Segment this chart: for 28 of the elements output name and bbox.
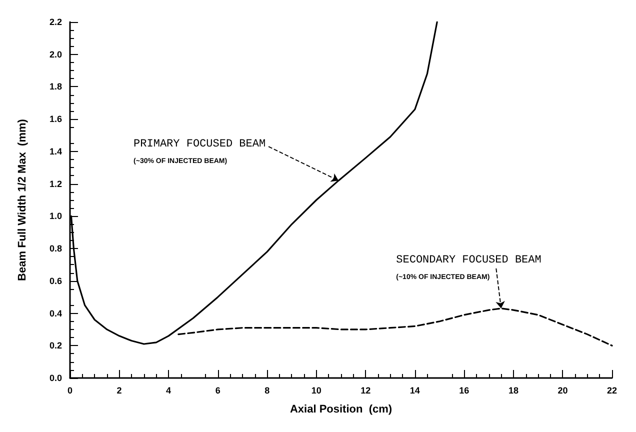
y-tick-label: 1.0	[49, 211, 62, 222]
x-tick-label: 10	[311, 386, 322, 396]
y-tick-label: 0.6	[49, 276, 62, 286]
x-tick-label: 22	[606, 386, 618, 396]
x-tick-label: 0	[67, 386, 73, 396]
x-tick-label: 6	[215, 386, 220, 396]
x-tick-label: 14	[410, 386, 420, 396]
y-tick-label: 1.2	[49, 178, 62, 189]
y-tick-label: 1.8	[49, 82, 62, 92]
y-tick-label: 1.6	[49, 114, 62, 124]
y-axis-title: Beam Full Width 1/2 Max (mm)	[16, 118, 28, 281]
x-tick-label: 20	[558, 386, 568, 396]
y-tick-label: 0.4	[49, 308, 62, 318]
y-tick-label: 2.2	[49, 17, 62, 27]
x-tick-label: 16	[459, 386, 470, 396]
y-tick-label: 0.8	[49, 244, 62, 254]
x-tick-label: 4	[166, 386, 172, 396]
y-tick-label: 0.0	[49, 373, 62, 383]
x-axis-title: Axial Position (cm)	[290, 404, 392, 416]
x-tick-label: 2	[116, 386, 122, 396]
x-tick-label: 12	[360, 386, 371, 396]
y-tick-label: 2.0	[49, 49, 62, 60]
y-tick-label: 0.2	[49, 340, 62, 351]
annotation: PRIMARY FOCUSED BEAM	[134, 138, 266, 151]
annotation: SECONDARY FOCUSED BEAM	[396, 254, 542, 266]
x-tick-label: 18	[508, 386, 518, 396]
x-tick-label: 8	[264, 386, 270, 396]
y-tick-label: 1.4	[49, 146, 62, 156]
